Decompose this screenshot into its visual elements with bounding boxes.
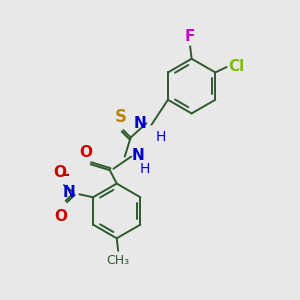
Text: H: H xyxy=(155,130,166,144)
Text: CH₃: CH₃ xyxy=(106,254,130,267)
Text: Cl: Cl xyxy=(228,59,244,74)
Text: O: O xyxy=(80,145,93,160)
Text: H: H xyxy=(140,162,150,176)
Text: N: N xyxy=(134,116,146,131)
Text: N: N xyxy=(63,185,76,200)
Text: N: N xyxy=(131,148,144,164)
Text: -: - xyxy=(62,166,69,184)
Text: O: O xyxy=(53,165,66,180)
Text: F: F xyxy=(185,29,195,44)
Text: S: S xyxy=(114,108,126,126)
Text: O: O xyxy=(54,208,67,224)
